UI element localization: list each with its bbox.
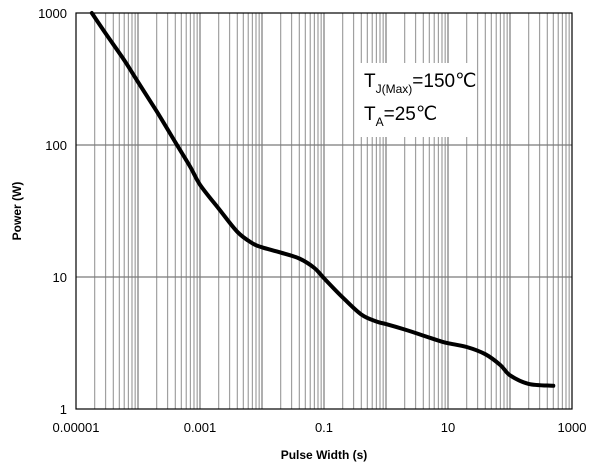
x-tick-label: 1000 [558, 420, 587, 435]
plot-area-frame [75, 12, 573, 410]
x-tick-label: 0.001 [184, 420, 217, 435]
y-tick-label: 100 [45, 138, 67, 153]
x-tick-label: 0.00001 [53, 420, 100, 435]
x-axis-label: Pulse Width (s) [281, 448, 368, 462]
annotation-subscript: J(Max) [376, 82, 413, 96]
annotation-background [360, 63, 472, 137]
annotation-value: =150℃ [412, 71, 476, 92]
y-tick-labels: 1 10 100 1000 [38, 6, 67, 417]
annotation-symbol: T [364, 71, 376, 92]
x-tick-label: 0.1 [315, 420, 333, 435]
y-axis-label: Power (W) [10, 182, 24, 241]
x-tick-label: 10 [441, 420, 455, 435]
annotation-line: TA=25℃ [364, 104, 437, 129]
annotation-subscript: A [376, 115, 384, 129]
annotation-line: TJ(Max)=150℃ [364, 71, 476, 96]
annotation-symbol: T [364, 104, 376, 125]
y-tick-label: 1000 [38, 6, 67, 21]
annotation-value: =25℃ [384, 104, 438, 125]
power-curve-line [89, 11, 556, 388]
grid-lines [76, 13, 572, 409]
conditions-annotation: TJ(Max)=150℃TA=25℃ [360, 63, 476, 137]
y-tick-label: 10 [53, 270, 67, 285]
x-tick-labels: 0.00001 0.001 0.1 10 1000 [53, 420, 587, 435]
y-tick-label: 1 [60, 402, 67, 417]
